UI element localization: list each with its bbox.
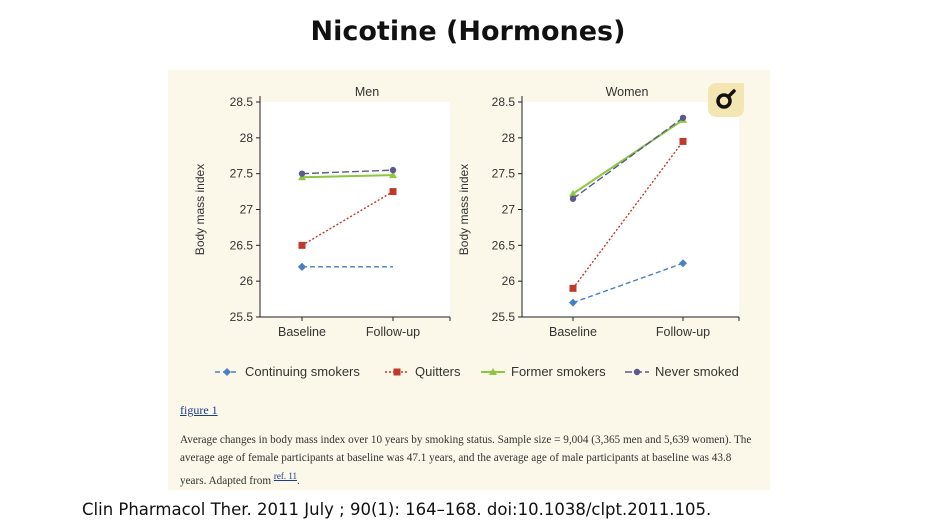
series-line-never-smoked <box>301 169 394 175</box>
data-point-former-smokers <box>389 171 397 179</box>
y-tick-label: 28 <box>240 131 254 145</box>
data-point-continuing-smokers <box>298 262 306 271</box>
y-tick-label: 27.5 <box>230 167 254 181</box>
series-line-former-smokers <box>301 174 394 179</box>
chart-men: Men Body mass index 25.5 26 26.5 27 27.5 28 28.5… <box>193 85 451 339</box>
citation: Clin Pharmacol Ther. 2011 July ; 90(1): … <box>82 500 712 519</box>
y-tick-label: 27 <box>240 203 254 217</box>
data-point-quitters <box>389 188 397 196</box>
series-line-continuing-smokers <box>572 262 684 304</box>
legend-swatch <box>625 368 649 375</box>
plot-area <box>522 102 739 317</box>
chart-title: Women <box>606 85 649 99</box>
y-tick-label: 26 <box>502 274 516 288</box>
legend-item: Quitters <box>384 364 461 379</box>
data-point-quitters <box>679 137 687 145</box>
figure-caption: Average changes in body mass index over … <box>180 431 760 490</box>
legend-label: Continuing smokers <box>245 364 360 379</box>
chart-title: Men <box>355 85 379 99</box>
data-point-continuing-smokers <box>679 259 687 268</box>
legend-marker <box>633 368 641 375</box>
y-tick-label: 25.5 <box>492 310 516 324</box>
y-tick-label: 27 <box>502 203 516 217</box>
legend-marker <box>489 367 497 375</box>
legend-swatch <box>215 367 239 376</box>
plot-area <box>260 102 450 317</box>
y-tick-label: 28 <box>502 131 516 145</box>
series-line-quitters <box>301 190 394 246</box>
y-tick-label: 27.5 <box>492 167 516 181</box>
y-tick-label: 28.5 <box>230 95 254 109</box>
caption-text: Average changes in body mass index over … <box>180 434 752 487</box>
legend-marker <box>223 367 231 376</box>
x-tick-label: Baseline <box>549 325 597 339</box>
series-line-never-smoked <box>572 117 684 200</box>
data-point-quitters <box>569 284 577 292</box>
series-line-former-smokers <box>572 119 684 195</box>
data-point-quitters <box>298 241 306 249</box>
slide-title: Nicotine (Hormones) <box>310 16 626 47</box>
x-tick-label: Follow-up <box>656 325 710 339</box>
y-tick-label: 26.5 <box>230 238 254 252</box>
legend-label: Former smokers <box>511 364 606 379</box>
legend-marker <box>393 368 401 375</box>
data-point-never-smoked <box>389 166 397 174</box>
y-axis-label: Body mass index <box>457 164 471 255</box>
legend-label: Quitters <box>415 364 461 379</box>
legend-swatch <box>385 368 409 375</box>
caption-end: . <box>296 475 300 487</box>
y-tick-label: 26 <box>240 274 254 288</box>
magnifier-icon[interactable] <box>708 83 744 117</box>
reference-link[interactable]: ref. 11 <box>273 471 297 481</box>
legend-swatch <box>481 367 505 375</box>
data-point-former-smokers <box>569 189 577 197</box>
legend-label: Never smoked <box>655 364 739 379</box>
y-tick-label: 28.5 <box>492 95 516 109</box>
series-line-quitters <box>572 140 684 289</box>
legend-item: Never smoked <box>624 364 739 379</box>
chart-legend: Continuing smokers Quitters Former smokers… <box>214 364 754 382</box>
data-point-never-smoked <box>679 114 687 121</box>
bmi-chart: Men Body mass index 25.5 26 26.5 27 27.5 28 28.5… <box>193 85 740 339</box>
x-tick-label: Baseline <box>278 325 326 339</box>
data-point-continuing-smokers <box>569 298 577 307</box>
data-point-never-smoked <box>569 195 577 202</box>
y-tick-label: 26.5 <box>492 238 516 252</box>
data-point-never-smoked <box>298 170 306 177</box>
legend-item: Former smokers <box>480 364 606 379</box>
y-tick-label: 25.5 <box>230 310 254 324</box>
legend-item: Continuing smokers <box>214 364 360 379</box>
chart-women: Women Body mass index 25.5 26 26.5 27 27.5 28 28… <box>457 85 740 339</box>
figure-link[interactable]: figure 1 <box>180 403 218 417</box>
y-axis-label: Body mass index <box>193 164 207 255</box>
figure-panel: Men Body mass index 25.5 26 26.5 27 27.5 28 28.5… <box>168 70 770 490</box>
x-tick-label: Follow-up <box>366 325 420 339</box>
